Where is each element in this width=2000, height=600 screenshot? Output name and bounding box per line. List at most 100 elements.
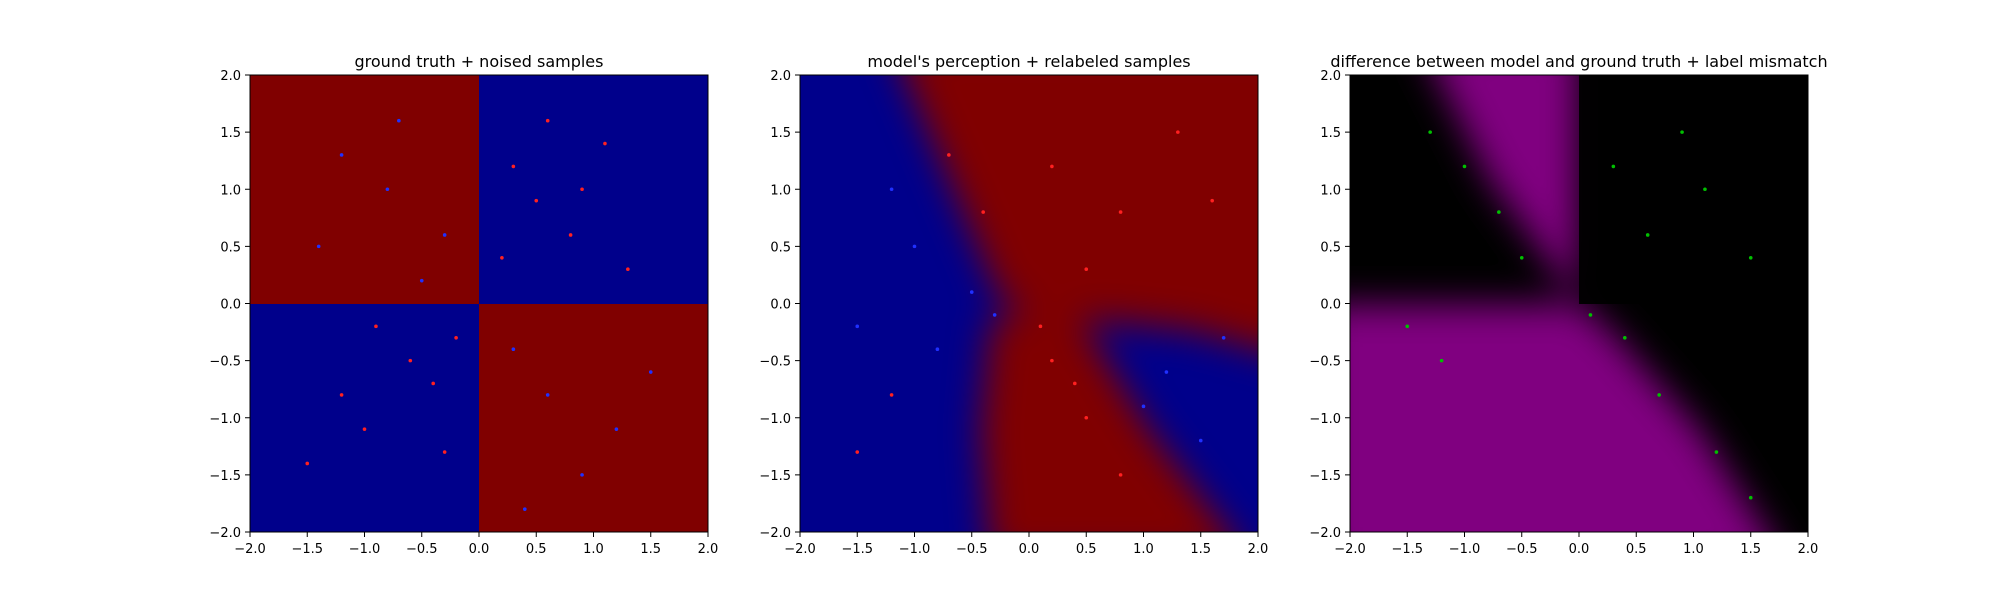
y-tick-label: −1.5 [759,469,791,484]
x-tick-label: −1.5 [291,542,323,557]
green-sample-point [1519,255,1524,260]
red-sample-point [603,141,607,146]
y-tick-label: −2.0 [759,526,791,541]
y-axis: 2.0 1.5 1.0 0.5 0.0 −0.5 −1.0 −1.5 −2.0 [209,69,250,541]
y-axis: 2.0 1.5 1.0 0.5 0.0 −0.5 −1.0 −1.5 −2.0 [759,69,800,541]
red-sample-point [545,118,550,123]
y-tick-label: −1.5 [209,469,241,484]
blue-sample-point [935,347,940,352]
y-tick-label: −1.0 [759,412,791,427]
red-sample-point [500,255,504,260]
green-sample-point [1748,255,1753,260]
x-tick-label: −0.5 [956,542,988,557]
panel-model-perception: model's perception + relabeled samples −… [759,52,1268,557]
blue-sample-point [385,187,390,192]
blue-sample-point [1221,335,1226,340]
x-tick-label: 2.0 [1798,542,1819,557]
chart-title: model's perception + relabeled samples [867,52,1190,71]
red-sample-point [374,324,378,329]
red-sample-point [1050,164,1054,169]
y-tick-label: −1.0 [209,412,241,427]
y-tick-label: 1.0 [220,183,241,198]
green-sample-point [1645,233,1650,237]
blue-sample-point [1198,438,1203,443]
green-sample-point [1748,495,1753,500]
quadrant-bottom-right [479,304,708,532]
red-sample-point [534,198,539,203]
y-tick-label: 0.5 [220,240,241,255]
red-sample-point [947,153,951,157]
x-axis: −2.0 −1.5 −1.0 −0.5 0.0 0.5 1.0 1.5 2.0 [784,532,1268,557]
y-tick-label: 1.5 [1320,126,1341,141]
quadrant-top-right [479,75,708,304]
red-sample-point [981,210,985,214]
blue-sample-point [397,118,401,123]
x-tick-label: −2.0 [234,542,266,557]
blue-sample-point [523,507,527,511]
y-tick-label: 0.0 [1320,298,1341,313]
y-tick-label: −0.5 [209,355,241,370]
x-tick-label: 1.0 [1683,542,1704,557]
y-tick-label: 1.5 [220,126,241,141]
blue-sample-point [339,153,344,157]
x-tick-label: −0.5 [1506,542,1538,557]
red-sample-point [1038,324,1043,329]
red-sample-point [889,393,894,397]
plot-area [1350,75,1808,532]
red-sample-point [408,358,413,363]
red-sample-point [1176,130,1180,134]
blue-sample-point [992,313,997,317]
blue-sample-point [545,393,550,397]
green-sample-point [1428,130,1432,134]
y-tick-label: 0.5 [770,240,791,255]
blue-sample-point [442,233,447,237]
red-sample-point [442,450,447,454]
x-tick-label: 1.0 [1133,542,1154,557]
green-sample-point [1623,335,1627,340]
chart-title: ground truth + noised samples [355,52,604,71]
green-sample-point [1588,313,1593,317]
x-tick-label: −2.0 [784,542,816,557]
x-axis: −2.0 −1.5 −1.0 −0.5 0.0 0.5 1.0 1.5 2.0 [234,532,718,557]
panel-ground-truth: ground truth + noised samples −2.0 −1.5 −1… [209,52,718,557]
blue-sample-point [855,324,860,329]
x-tick-label: 1.5 [1190,542,1211,557]
x-tick-label: 0.5 [1076,542,1097,557]
green-sample-point [1714,450,1719,454]
region-mismatch-top [1437,75,1579,304]
red-sample-point [1073,381,1077,386]
x-tick-label: −2.0 [1334,542,1366,557]
y-tick-label: −0.5 [759,355,791,370]
green-sample-point [1611,164,1616,169]
plot-area [800,75,1258,532]
panel-difference: difference between model and ground trut… [1309,52,1827,557]
green-sample-point [1680,130,1684,134]
x-tick-label: −0.5 [406,542,438,557]
quadrant-top-left [250,75,479,304]
y-tick-label: −2.0 [209,526,241,541]
x-tick-label: 1.5 [1740,542,1761,557]
green-sample-point [1497,210,1501,214]
green-sample-point [1462,164,1467,169]
scatter-points [855,130,1226,477]
x-tick-label: 0.0 [469,542,490,557]
y-tick-label: −1.0 [1309,412,1341,427]
x-tick-label: −1.5 [841,542,873,557]
blue-sample-point [614,427,619,431]
region-agree-top-right [1579,75,1808,304]
blue-sample-point [648,370,653,374]
red-sample-point [431,381,436,386]
y-tick-label: 0.0 [220,298,241,313]
x-tick-label: −1.0 [349,542,381,557]
green-sample-point [1405,324,1410,329]
y-axis: 2.0 1.5 1.0 0.5 0.0 −0.5 −1.0 −1.5 −2.0 [1309,69,1350,541]
blue-sample-point [889,187,894,192]
x-tick-label: −1.0 [899,542,931,557]
y-tick-label: 0.5 [1320,240,1341,255]
y-tick-label: 2.0 [770,69,791,84]
x-tick-label: −1.5 [1391,542,1423,557]
red-sample-point [1084,415,1089,420]
x-tick-label: 2.0 [1248,542,1269,557]
blue-sample-point [1164,370,1169,374]
